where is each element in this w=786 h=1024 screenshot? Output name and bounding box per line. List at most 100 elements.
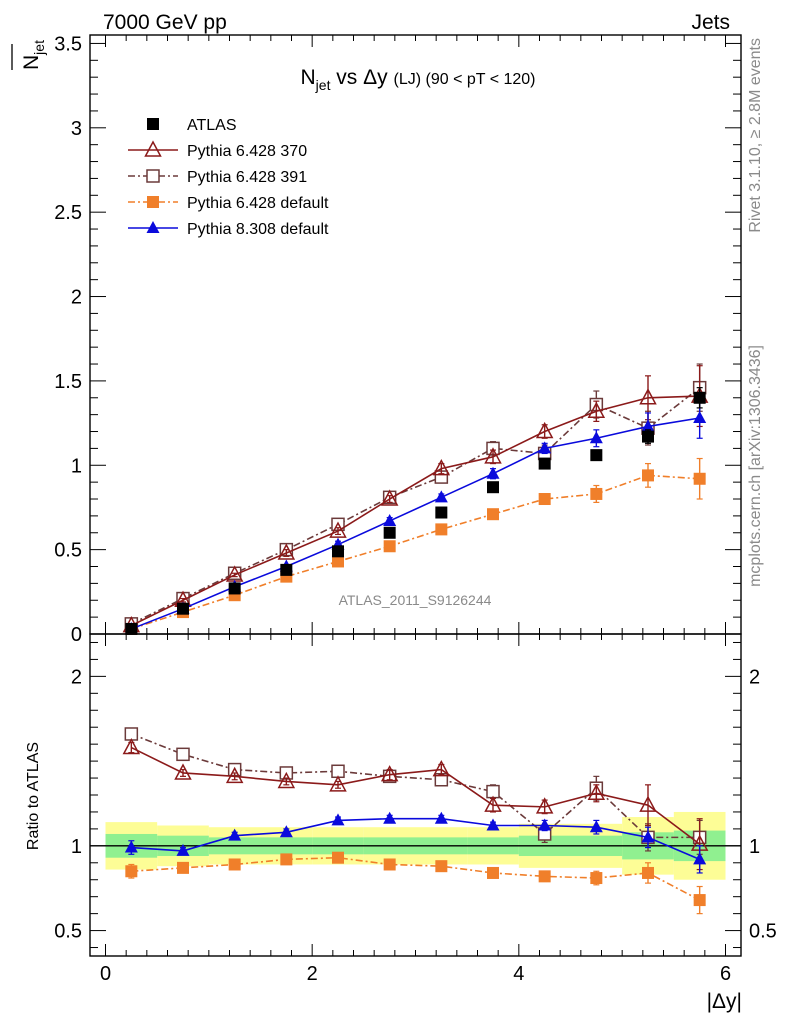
main-series-0-point [487, 481, 499, 494]
ratio-series-3-point [486, 818, 500, 831]
ratio-ylabel: Ratio to ATLAS [25, 742, 42, 850]
main-series-1-point [484, 447, 502, 464]
main-series-1-point [329, 521, 347, 538]
legend-entry-1-marker [144, 140, 162, 157]
legend-entry-3: Pythia 6.428 default [128, 195, 329, 212]
ratio-series-2-point [538, 870, 551, 883]
main-series-0-point [590, 449, 603, 462]
ratio-series-0 [122, 737, 709, 871]
legend-entry-3-label: Pythia 6.428 default [187, 195, 329, 212]
main-series-3-point [332, 555, 344, 568]
legend-entry-2-label: Pythia 6.428 391 [187, 169, 307, 186]
ratio-series-2-point [280, 853, 293, 866]
title-n: N [301, 66, 316, 89]
ratio-series-2-line [131, 856, 701, 901]
ratio-series-3-point [228, 828, 242, 841]
svg-text:Njet: Njet [20, 40, 47, 70]
ratio-series-2-point [383, 858, 396, 871]
ratio-ytick-label-right: 1 [749, 836, 760, 858]
ratio-series-2-point [125, 865, 138, 878]
main-series-3 [125, 457, 706, 635]
rivet-label: Rivet 3.1.10, ≥ 2.8M events [747, 38, 764, 233]
header-right: Jets [691, 11, 730, 34]
ratio-ytick-label: 1 [71, 836, 82, 858]
main-ytick-label: 0 [71, 624, 82, 646]
x-tick-label: 2 [307, 963, 318, 985]
ratio-series-2 [125, 851, 706, 915]
ratio-series-0-point [174, 763, 192, 780]
legend-entry-2-marker [146, 169, 160, 183]
main-ytick-label: 0.5 [54, 540, 82, 562]
ratio-series-0-point [329, 775, 347, 792]
analysis-watermark: ATLAS_2011_S9126244 [339, 592, 492, 608]
main-series-1-point [277, 543, 296, 560]
main-series-0-point [693, 391, 706, 404]
main-plot: 0 0.5 1 1.5 2 2.5 3 3.5 [54, 33, 742, 646]
legend-entry-0-label: ATLAS [187, 117, 237, 134]
main-series-4-line [131, 417, 700, 630]
main-series-2-line [130, 387, 701, 625]
main-series-4-point [641, 419, 655, 432]
main-series-1-point [587, 401, 606, 419]
legend-entry-3-marker [147, 196, 159, 208]
ratio-series-0-point [122, 737, 141, 755]
main-series-0-point [383, 526, 396, 539]
main-series-3-point [383, 540, 396, 553]
legend: ATLAS Pythia 6.428 370 Pythia 6.428 391 Pyt… [128, 117, 329, 238]
ylabel-n: N [20, 55, 43, 70]
header-left: 7000 GeV pp [103, 11, 227, 34]
main-ytick-label: 1.5 [54, 371, 82, 393]
ratio-series-3-point [693, 852, 707, 865]
ratio-series-3-point [383, 811, 397, 824]
main-series-1-point [380, 489, 399, 506]
main-series-0-point [280, 563, 293, 576]
main-series-0 [125, 387, 706, 635]
ratio-series-3-line [131, 817, 700, 861]
main-ylabel: Njet [11, 40, 47, 70]
ratio-series-3-point [641, 830, 655, 843]
ratio-series-3-point [279, 825, 293, 838]
main-series-1-point [432, 459, 451, 476]
main-series-2 [124, 363, 707, 631]
legend-entry-1-label: Pythia 6.428 370 [187, 143, 307, 160]
x-axis-label: |Δy| [707, 990, 742, 1013]
ratio-series-3 [124, 811, 707, 874]
ratio-series-0-point [639, 795, 657, 812]
main-series-0-point [538, 457, 551, 470]
ratio-series-0-point [587, 783, 606, 801]
main-series-4-point [486, 466, 500, 479]
ratio-series-0-line [130, 746, 701, 845]
ratio-series-3-point [589, 820, 603, 833]
main-series-0-point [177, 602, 189, 615]
legend-entry-4-label: Pythia 8.308 default [187, 221, 329, 238]
ratio-series-2-point [487, 866, 499, 879]
main-ytick-label: 1 [71, 455, 82, 477]
main-series-4-point [538, 441, 552, 454]
main-series-3-point [487, 508, 499, 521]
ratio-ytick-label: 2 [71, 666, 82, 688]
ratio-series-2-point [228, 858, 241, 871]
ratio-series-2-point [177, 861, 189, 874]
ratio-series-0-point [277, 771, 296, 789]
main-ytick-label: 3.5 [54, 33, 82, 55]
main-plot-title: Njet vs Δy (LJ) (90 < pT < 120) [301, 66, 536, 93]
legend-entry-0-marker [147, 118, 159, 130]
main-series-1-point [535, 421, 554, 439]
ratio-series-0-point [225, 766, 244, 784]
x-tick-label: 4 [513, 963, 524, 985]
main-series-4-point [693, 411, 707, 424]
ratio-series-2-point [435, 860, 448, 873]
title-small: (LJ) (90 < pT < 120) [394, 71, 536, 88]
x-tick-label: 6 [720, 963, 731, 985]
title-n-sub: jet [315, 77, 331, 93]
ratio-series-0-point [484, 795, 502, 812]
ratio-series-1-point [176, 747, 190, 762]
main-series-0-point [228, 582, 241, 595]
ratio-series-0-point [535, 797, 554, 814]
main-series-0-point [642, 430, 654, 443]
legend-entry-4: Pythia 8.308 default [128, 221, 329, 238]
ratio-series-0-point [432, 759, 451, 777]
ratio-frame [89, 633, 742, 957]
legend-entry-0: ATLAS [147, 117, 237, 134]
